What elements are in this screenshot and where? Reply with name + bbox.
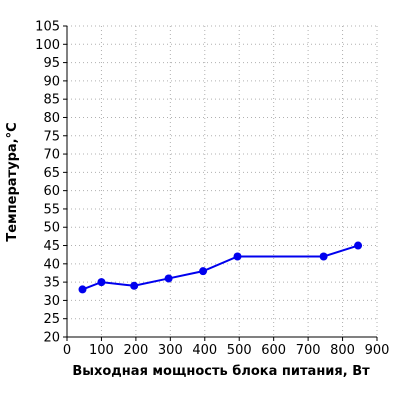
y-tick-label: 55: [43, 202, 60, 217]
y-tick-label: 75: [43, 129, 60, 144]
series-line: [82, 244, 359, 291]
y-tick-label: 70: [43, 148, 60, 163]
y-tick-label: 40: [43, 257, 60, 272]
x-tick-label: 800: [330, 343, 355, 358]
y-tick-label: 65: [43, 166, 60, 181]
x-tick-label: 100: [89, 343, 114, 358]
x-tick-label: 700: [296, 343, 321, 358]
y-tick-label: 95: [43, 56, 60, 71]
x-tick-label: 400: [192, 343, 217, 358]
grid: [67, 25, 378, 337]
series: [78, 241, 363, 294]
y-tick-label: 60: [43, 184, 60, 199]
y-tick-label: 35: [43, 276, 60, 291]
x-tick-label: 500: [227, 343, 252, 358]
x-tick-label: 900: [365, 343, 390, 358]
data-point: [78, 285, 87, 294]
y-tick-label: 45: [43, 239, 60, 254]
y-tick-label: 80: [43, 111, 60, 126]
x-tick-label: 200: [123, 343, 148, 358]
y-tick-label: 105: [35, 20, 60, 35]
y-tick-label: 90: [43, 74, 60, 89]
data-point: [97, 278, 106, 287]
x-tick-label: 600: [261, 343, 286, 358]
x-axis-ticks: 0 100 200 300 400 500 600 700 800 900: [63, 337, 390, 358]
y-tick-label: 30: [43, 294, 60, 309]
x-tick-label: 300: [158, 343, 183, 358]
y-axis-title: Температура,°C: [5, 122, 20, 241]
y-tick-label: 85: [43, 93, 60, 108]
y-tick-label: 50: [43, 221, 60, 236]
axes: [66, 26, 377, 338]
data-point: [130, 281, 139, 290]
data-point: [354, 241, 363, 250]
data-point: [233, 252, 242, 261]
y-axis-ticks: 20 25 30 35 40 45 50 55 60 65 70 75 80 85 90 95 100 105: [35, 20, 67, 346]
data-point: [199, 267, 208, 276]
y-tick-label: 25: [43, 312, 60, 327]
y-tick-label: 100: [35, 38, 60, 53]
y-tick-label: 20: [43, 331, 60, 346]
data-point: [319, 252, 328, 261]
x-tick-label: 0: [63, 343, 71, 358]
data-point: [164, 274, 173, 283]
x-axis-title: Выходная мощность блока питания, Вт: [72, 364, 370, 379]
